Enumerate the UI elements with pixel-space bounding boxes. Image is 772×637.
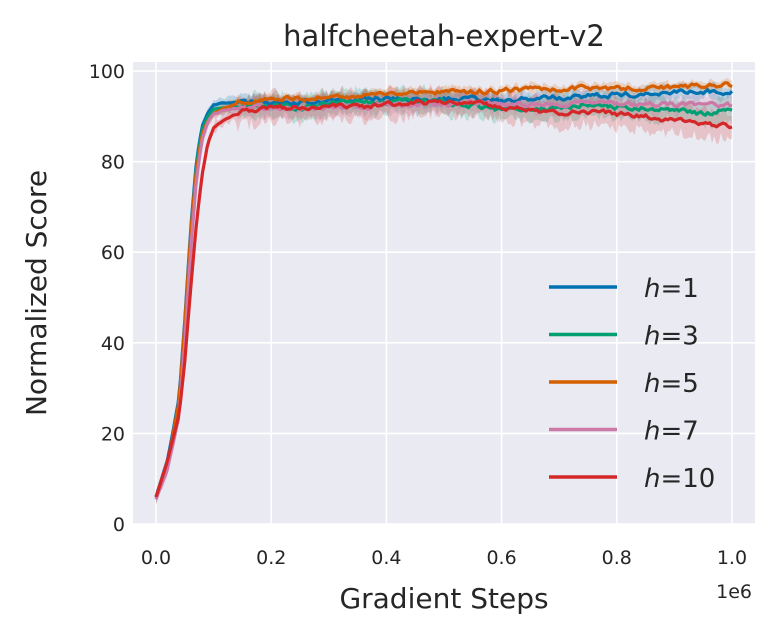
x-tick-label: 0.8: [602, 547, 632, 569]
y-axis-label: Normalized Score: [20, 170, 53, 416]
y-tick-label: 80: [101, 152, 125, 174]
x-tick-label: 0.2: [256, 547, 286, 569]
plot-background: [133, 62, 755, 524]
confidence-bands: [156, 77, 732, 505]
x-tick-labels: 0.0 0.2 0.4 0.6 0.8 1.0: [141, 547, 747, 569]
chart-title: halfcheetah-expert-v2: [283, 19, 605, 53]
y-tick-labels: 0 20 40 60 80 100: [89, 61, 125, 536]
x-axis-label: Gradient Steps: [339, 582, 548, 615]
y-tick-label: 100: [89, 61, 125, 83]
legend-entry: h=5: [644, 369, 699, 399]
series-line: [154, 98, 733, 498]
series-line: [154, 88, 734, 498]
series-band: [156, 83, 732, 505]
y-tick-label: 20: [101, 423, 125, 445]
legend-entry: h=10: [644, 464, 715, 494]
x-axis-offset-label: 1e6: [716, 581, 752, 603]
legend-entry: h=1: [644, 274, 699, 304]
legend-entry: h=7: [644, 417, 699, 447]
x-tick-label: 0.4: [371, 547, 401, 569]
y-tick-label: 60: [101, 242, 125, 264]
legend-entry: h=3: [644, 322, 699, 352]
x-tick-label: 0.6: [486, 547, 516, 569]
legend: h=1 h=3 h=5 h=7 h=10: [549, 274, 715, 494]
grid: [133, 62, 755, 525]
x-tick-label: 0.0: [141, 547, 171, 569]
series-lines: [154, 81, 734, 500]
x-tick-label: 1.0: [717, 547, 747, 569]
y-tick-label: 40: [101, 333, 125, 355]
series-line: [154, 81, 733, 498]
y-tick-label: 0: [113, 514, 125, 536]
